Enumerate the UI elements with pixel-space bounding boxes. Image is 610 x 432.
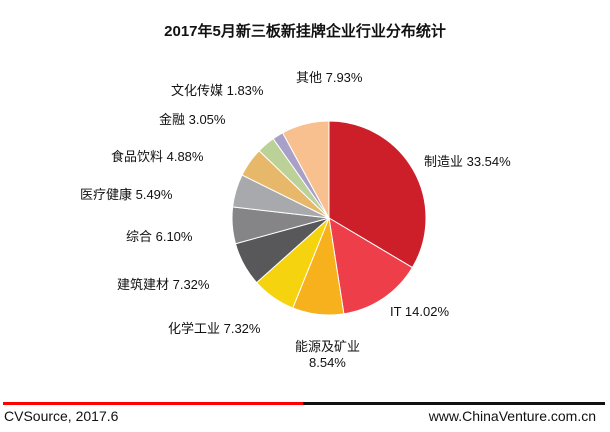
chart-title: 2017年5月新三板新挂牌企业行业分布统计 — [164, 23, 446, 40]
slice-label-energy-value: 8.54% — [309, 355, 346, 370]
slice-label-chemical: 化学工业 7.32% — [168, 321, 261, 336]
slice-label-energy: 能源及矿业 — [295, 339, 361, 354]
slice-label-finance: 金融 3.05% — [159, 112, 226, 127]
pie-slice-0 — [328, 120, 427, 269]
pie-slice-1 — [328, 217, 414, 315]
slice-label-food: 食品饮料 4.88% — [111, 149, 204, 164]
slice-label-other: 其他 7.93% — [296, 70, 363, 85]
footer-rule-black — [303, 402, 605, 405]
slice-label-it: IT 14.02% — [390, 304, 450, 319]
pie-slice-10 — [281, 120, 330, 219]
footer-rule-red — [3, 402, 303, 405]
slice-label-manufacturing: 制造业 33.54% — [424, 154, 511, 169]
source-text: CVSource, 2017.6 — [4, 408, 119, 424]
slice-label-healthcare: 医疗健康 5.49% — [80, 187, 173, 202]
slice-label-media: 文化传媒 1.83% — [171, 83, 264, 98]
website-text: www.ChinaVenture.com.cn — [428, 408, 596, 424]
slice-label-construction: 建筑建材 7.32% — [117, 277, 210, 292]
slice-label-comprehensive: 综合 6.10% — [126, 229, 193, 244]
